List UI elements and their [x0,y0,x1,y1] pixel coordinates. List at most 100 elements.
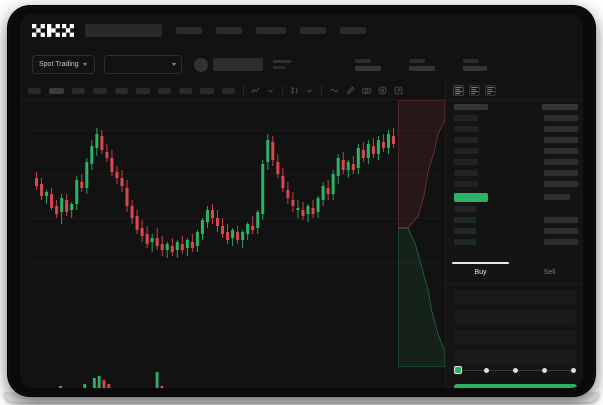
nav-item-5[interactable] [340,27,366,34]
timeframe-7[interactable] [158,87,171,94]
tab-buy[interactable]: Buy [446,262,515,283]
price-field[interactable] [454,310,576,324]
gridline [32,130,441,131]
book-header-amount [542,104,578,110]
chevron-down-icon[interactable] [267,87,274,94]
book-mode-asks-icon[interactable] [485,85,496,96]
book-ask-amount [544,137,578,143]
book-ask-amount [544,159,578,165]
ticker-stat-1 [355,58,381,71]
book-ask-amount [544,170,578,176]
camera-icon[interactable] [362,86,371,95]
slider-stop-25[interactable] [484,367,489,373]
ticker-stat-3 [463,58,487,71]
book-bid-row[interactable] [454,239,476,245]
order-book-mode-toggles [446,82,583,100]
market-type-label: Spot Trading [39,61,79,68]
chart-column [20,82,445,388]
book-ask-amount [544,115,578,121]
timeframe-2[interactable] [49,87,64,94]
book-header-price [454,104,488,110]
book-spread-amount [544,194,570,200]
ticker-stat-2 [409,58,435,71]
book-ask-amount [544,148,578,154]
book-ask-row[interactable] [454,159,478,165]
device-frame: Spot Trading [8,6,595,396]
slider-handle[interactable] [454,366,462,374]
timeframe-9[interactable] [200,87,214,94]
nav-item-3[interactable] [256,27,286,34]
search-input[interactable] [85,24,162,37]
gridline [32,174,441,175]
timeframe-1[interactable] [28,87,41,94]
device-base [4,392,599,402]
indicators-icon[interactable] [251,86,260,95]
last-price-display [273,60,291,69]
candlestick-chart[interactable] [20,100,445,290]
book-mode-mixed-icon[interactable] [453,85,464,96]
book-bid-amount [544,228,578,234]
last-price-highlight [454,193,488,202]
toolbar-divider [282,86,283,95]
amount-field[interactable] [454,330,576,344]
chart-toolbar [20,82,445,100]
slider-stop-75[interactable] [542,367,547,373]
tab-sell[interactable]: Sell [515,262,583,283]
timeframe-5[interactable] [115,87,128,94]
bar-type-icon[interactable] [290,86,299,95]
top-navigation-bar [20,14,583,47]
timeframe-10[interactable] [222,87,235,94]
candles-svg [35,128,395,258]
tab-buy-label: Buy [474,269,487,276]
nav-item-1[interactable] [176,27,202,34]
submit-buy-button[interactable] [454,384,577,388]
app-screen: Spot Trading [20,14,583,388]
book-bid-row[interactable] [454,228,476,234]
percent-slider[interactable] [454,366,577,375]
volume-histogram[interactable] [20,370,445,388]
timeframe-6[interactable] [136,87,150,94]
timeframe-8[interactable] [179,87,192,94]
gridline [32,262,441,263]
volume-svg [59,372,164,388]
pair-name-label [213,58,263,71]
book-ask-row[interactable] [454,115,478,121]
market-type-dropdown[interactable]: Spot Trading [32,55,95,74]
nav-item-4[interactable] [300,27,326,34]
book-ask-row[interactable] [454,170,478,176]
order-type-field[interactable] [454,290,576,304]
settings-icon[interactable] [378,86,387,95]
okx-logo-icon[interactable] [32,24,74,37]
order-book-column: Buy Sell [445,82,583,388]
timeframe-3[interactable] [72,87,85,94]
book-ask-amount [544,126,578,132]
trade-side-tabs: Buy Sell [446,262,583,284]
ticker-bar: Spot Trading [20,47,583,82]
chevron-down-icon [82,63,87,66]
toolbar-divider [321,86,322,95]
pencil-icon[interactable] [346,86,355,95]
book-bid-row[interactable] [454,206,476,212]
book-ask-row[interactable] [454,148,478,154]
trading-pair-dropdown[interactable] [104,55,182,74]
depth-svg [398,100,445,367]
timeframe-4[interactable] [93,87,107,94]
chevron-down-icon[interactable] [306,87,313,94]
book-ask-row[interactable] [454,126,478,132]
fullscreen-icon[interactable] [394,86,403,95]
book-mode-bids-icon[interactable] [469,85,480,96]
line-wave-icon[interactable] [329,86,339,95]
total-field[interactable] [454,350,576,364]
order-book-rows[interactable] [446,102,583,267]
toolbar-divider [243,86,244,95]
book-bid-amount [544,217,578,223]
book-ask-row[interactable] [454,137,478,143]
slider-stop-100[interactable] [571,367,576,373]
nav-item-2[interactable] [216,27,242,34]
coin-avatar [194,57,208,72]
slider-stop-50[interactable] [513,367,518,373]
book-ask-row[interactable] [454,181,478,187]
chevron-down-icon [172,63,176,66]
book-bid-row[interactable] [454,217,476,223]
depth-chart-overlay[interactable] [398,100,445,367]
